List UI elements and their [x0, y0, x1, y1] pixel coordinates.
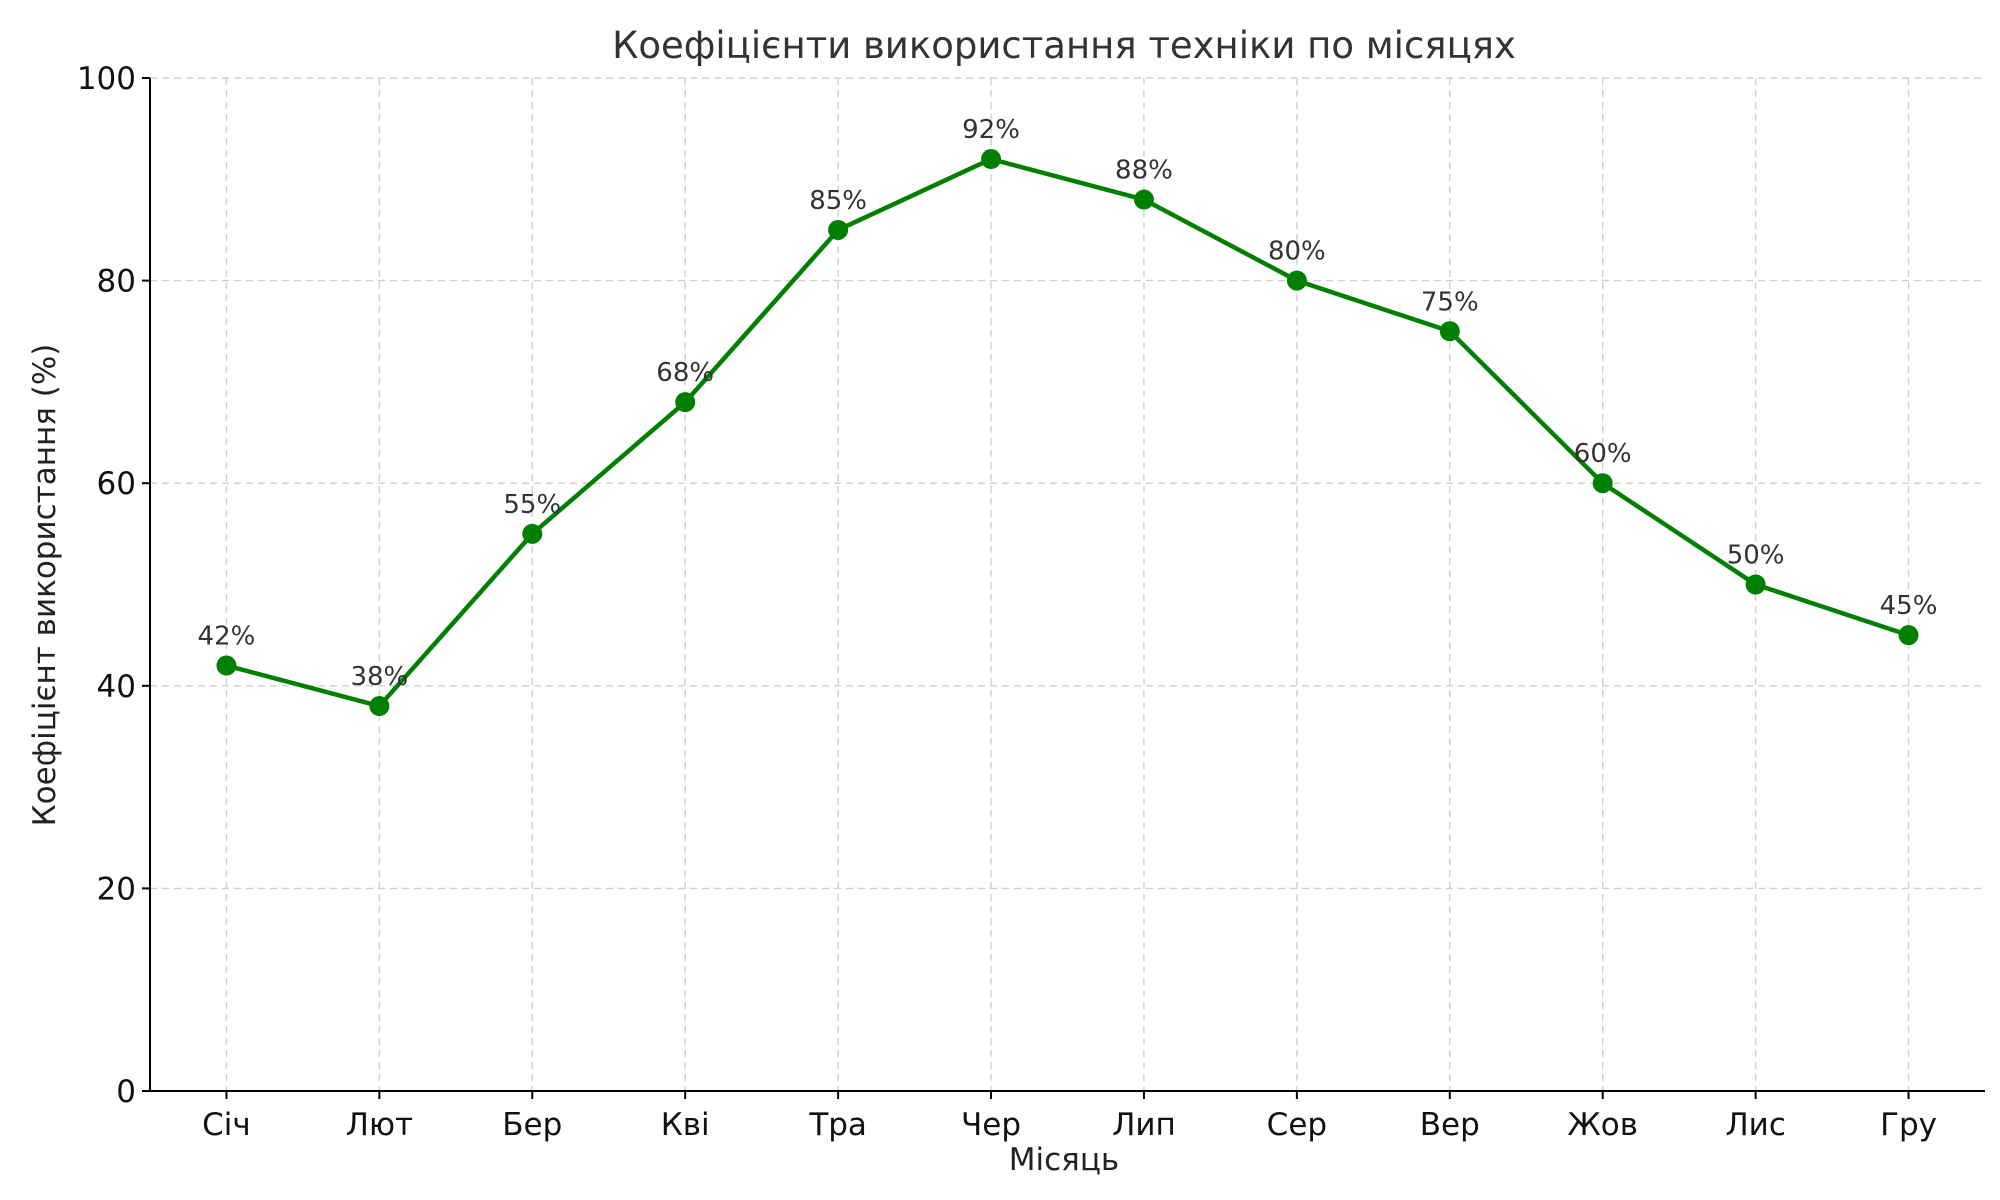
x-tick-label-3: Кві — [661, 1107, 710, 1143]
x-axis-label: Місяць — [1009, 1142, 1119, 1178]
data-point-1 — [369, 696, 390, 717]
data-label-0: 42% — [198, 622, 256, 652]
series-layer — [216, 149, 1919, 717]
data-label-3: 68% — [656, 358, 714, 388]
data-point-11 — [1898, 625, 1919, 646]
y-axis-label: Коефіцієнт використання (%) — [27, 344, 63, 827]
data-point-6 — [1133, 189, 1154, 210]
x-tick-label-11: Гру — [1880, 1107, 1937, 1143]
chart-title: Коефіцієнти використання техніки по міся… — [612, 24, 1516, 67]
axes-layer — [149, 78, 1985, 1092]
data-point-7 — [1286, 270, 1307, 291]
grid-layer — [150, 77, 1985, 1091]
data-label-4: 85% — [809, 186, 867, 216]
data-point-2 — [522, 523, 543, 544]
data-label-6: 88% — [1115, 156, 1173, 186]
data-point-8 — [1439, 321, 1460, 342]
x-tick-label-5: Чер — [961, 1107, 1021, 1143]
ticks-layer: 0 20 40 60 80 100 Січ Лют Бер Кві Тра Чер Лип Сер Вер Ж… — [77, 61, 1937, 1143]
data-point-9 — [1592, 473, 1613, 494]
y-tick-label-5: 100 — [77, 61, 136, 97]
data-label-7: 80% — [1268, 237, 1326, 267]
x-tick-label-9: Жов — [1567, 1107, 1638, 1143]
x-tick-label-10: Лис — [1725, 1107, 1786, 1143]
x-tick-label-6: Лип — [1112, 1107, 1176, 1143]
data-label-8: 75% — [1421, 287, 1479, 317]
data-label-1: 38% — [350, 662, 408, 692]
data-label-9: 60% — [1574, 439, 1632, 469]
x-tick-label-4: Тра — [808, 1107, 867, 1143]
data-labels-layer: 42% 38% 55% 68% 85% 92% 88% 80% 75% 60% 50% 45% — [198, 115, 1938, 692]
data-point-5 — [981, 149, 1002, 170]
y-tick-label-0: 0 — [116, 1074, 136, 1110]
series-line-0 — [225, 156, 1910, 709]
data-label-5: 92% — [962, 115, 1020, 145]
y-tick-label-3: 60 — [97, 466, 136, 502]
data-point-3 — [675, 392, 696, 413]
data-point-4 — [828, 219, 849, 240]
x-tick-label-2: Бер — [502, 1107, 562, 1143]
x-tick-label-8: Вер — [1420, 1107, 1480, 1143]
data-label-10: 50% — [1727, 541, 1785, 571]
x-tick-label-7: Сер — [1267, 1107, 1327, 1143]
y-tick-label-1: 20 — [97, 871, 136, 907]
data-point-0 — [216, 655, 237, 676]
x-tick-label-0: Січ — [202, 1107, 251, 1143]
y-tick-label-4: 80 — [97, 264, 136, 300]
data-point-10 — [1745, 574, 1766, 595]
data-label-2: 55% — [503, 490, 561, 520]
data-label-11: 45% — [1880, 591, 1938, 621]
x-tick-label-1: Лют — [346, 1107, 413, 1143]
y-tick-label-2: 40 — [97, 669, 136, 705]
